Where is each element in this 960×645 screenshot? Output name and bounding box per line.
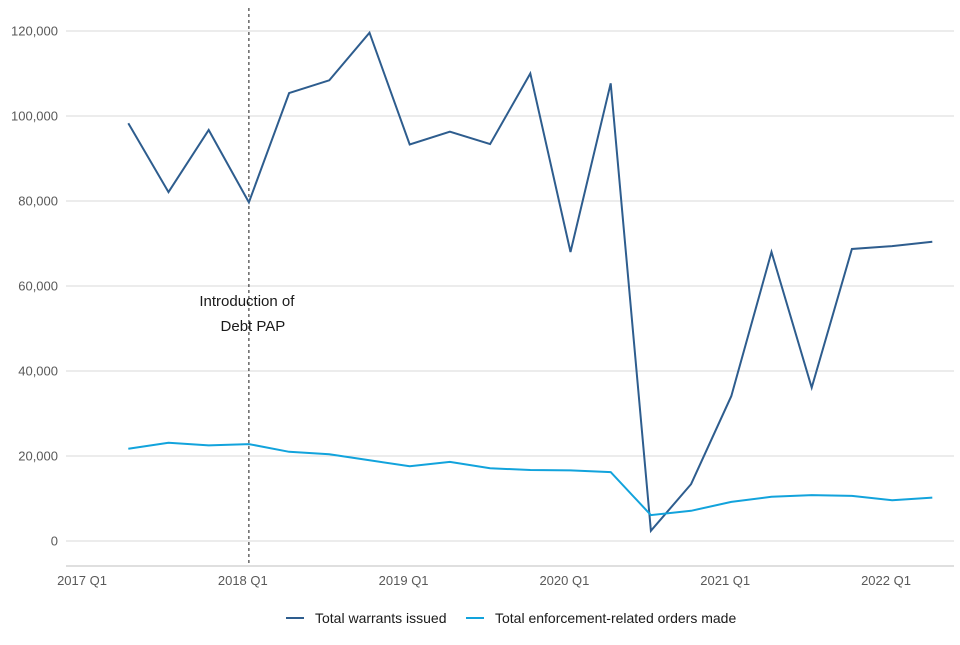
x-tick-label: 2018 Q1 [218, 573, 268, 588]
y-axis-tick-labels: 0 20,000 40,000 60,000 80,000 100,000 120,000 [11, 24, 58, 549]
y-tick-label: 120,000 [11, 24, 58, 39]
x-tick-label: 2017 Q1 [57, 573, 107, 588]
gridlines [66, 30, 954, 542]
x-axis-tick-labels: 2017 Q1 2018 Q1 2019 Q1 2020 Q1 2021 Q1 2022 … [57, 573, 911, 588]
x-tick-label: 2021 Q1 [700, 573, 750, 588]
x-tick-label: 2020 Q1 [539, 573, 589, 588]
series-line-enforcement-orders [128, 441, 933, 517]
series-lines [127, 30, 933, 534]
legend-label: Total warrants issued [315, 610, 447, 626]
x-tick-label: 2022 Q1 [861, 573, 911, 588]
series-line-warrants [127, 30, 933, 534]
annotation-text: Debt PAP [221, 318, 286, 335]
y-tick-label: 60,000 [18, 279, 58, 294]
annotation: Introduction of Debt PAP [199, 8, 295, 566]
legend: Total warrants issued Total enforcement-r… [286, 610, 736, 626]
legend-label: Total enforcement-related orders made [495, 610, 736, 626]
y-tick-label: 80,000 [18, 194, 58, 209]
y-tick-label: 100,000 [11, 109, 58, 124]
y-tick-label: 40,000 [18, 364, 58, 379]
x-tick-label: 2019 Q1 [379, 573, 429, 588]
y-tick-label: 20,000 [18, 449, 58, 464]
annotation-text: Introduction of [199, 293, 295, 310]
y-tick-label: 0 [51, 534, 58, 549]
